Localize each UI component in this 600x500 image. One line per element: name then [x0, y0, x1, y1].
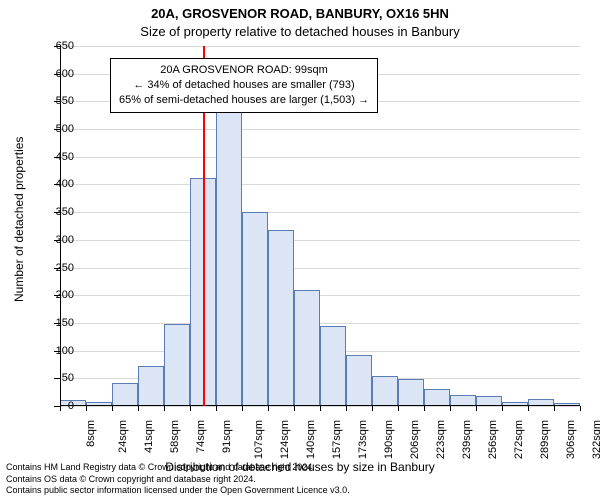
xtick-mark	[60, 406, 61, 411]
histogram-bar	[268, 230, 294, 406]
footer-line1: Contains HM Land Registry data © Crown c…	[6, 462, 350, 473]
xtick-label: 140sqm	[305, 420, 317, 459]
ytick-label: 50	[62, 372, 74, 384]
xtick-label: 206sqm	[409, 420, 421, 459]
histogram-bar	[424, 389, 450, 406]
xtick-label: 190sqm	[383, 420, 395, 459]
info-box-line-2: ← 34% of detached houses are smaller (79…	[119, 78, 369, 93]
info-box: 20A GROSVENOR ROAD: 99sqm← 34% of detach…	[110, 58, 378, 113]
xtick-label: 24sqm	[117, 420, 129, 453]
ytick-label: 450	[56, 151, 74, 163]
ytick-label: 600	[56, 68, 74, 80]
histogram-bar	[320, 326, 346, 406]
footer-attribution: Contains HM Land Registry data © Crown c…	[6, 462, 350, 496]
xtick-mark	[190, 406, 191, 411]
ytick-label: 400	[56, 178, 74, 190]
histogram-bar	[346, 355, 372, 406]
ytick-label: 100	[56, 345, 74, 357]
xtick-mark	[372, 406, 373, 411]
xtick-label: 41sqm	[143, 420, 155, 453]
xtick-mark	[294, 406, 295, 411]
y-axis-label: Number of detached properties	[12, 136, 26, 301]
histogram-bar	[164, 324, 190, 406]
chart-title-line2: Size of property relative to detached ho…	[0, 24, 600, 39]
grid-line	[60, 46, 580, 47]
ytick-label: 200	[56, 289, 74, 301]
xtick-mark	[528, 406, 529, 411]
grid-line	[60, 157, 580, 158]
histogram-bar	[242, 212, 268, 406]
grid-line	[60, 240, 580, 241]
xtick-mark	[138, 406, 139, 411]
xtick-label: 124sqm	[279, 420, 291, 459]
xtick-label: 157sqm	[331, 420, 343, 459]
ytick-label: 0	[68, 400, 74, 412]
xtick-mark	[580, 406, 581, 411]
grid-line	[60, 295, 580, 296]
xtick-label: 256sqm	[487, 420, 499, 459]
xtick-mark	[242, 406, 243, 411]
xtick-mark	[268, 406, 269, 411]
xtick-mark	[86, 406, 87, 411]
grid-line	[60, 212, 580, 213]
histogram-bar	[216, 112, 242, 406]
xtick-mark	[164, 406, 165, 411]
xtick-mark	[398, 406, 399, 411]
footer-line3: Contains public sector information licen…	[6, 485, 350, 496]
xtick-mark	[554, 406, 555, 411]
ytick-label: 300	[56, 234, 74, 246]
histogram-bar	[112, 383, 138, 406]
xtick-label: 289sqm	[539, 420, 551, 459]
ytick-label: 350	[56, 206, 74, 218]
xtick-label: 8sqm	[85, 420, 97, 447]
grid-line	[60, 268, 580, 269]
xtick-label: 58sqm	[169, 420, 181, 453]
xtick-label: 306sqm	[565, 420, 577, 459]
grid-line	[60, 129, 580, 130]
xtick-label: 223sqm	[435, 420, 447, 459]
histogram-bar	[138, 366, 164, 406]
xtick-mark	[450, 406, 451, 411]
plot-area: 20A GROSVENOR ROAD: 99sqm← 34% of detach…	[60, 46, 580, 406]
ytick-label: 650	[56, 40, 74, 52]
xtick-mark	[476, 406, 477, 411]
xtick-label: 107sqm	[253, 420, 265, 459]
info-box-line-3: 65% of semi-detached houses are larger (…	[119, 93, 369, 108]
histogram-bar	[398, 379, 424, 406]
ytick-label: 550	[56, 95, 74, 107]
xtick-label: 322sqm	[591, 420, 600, 459]
xtick-label: 272sqm	[513, 420, 525, 459]
xtick-mark	[320, 406, 321, 411]
ytick-label: 150	[56, 317, 74, 329]
chart-container: 20A, GROSVENOR ROAD, BANBURY, OX16 5HN S…	[0, 0, 600, 500]
info-box-line-1: 20A GROSVENOR ROAD: 99sqm	[119, 63, 369, 78]
xtick-label: 74sqm	[195, 420, 207, 453]
histogram-bar	[294, 290, 320, 406]
xtick-label: 173sqm	[357, 420, 369, 459]
ytick-label: 250	[56, 262, 74, 274]
histogram-bar	[372, 376, 398, 406]
ytick-label: 500	[56, 123, 74, 135]
xtick-mark	[502, 406, 503, 411]
xtick-mark	[424, 406, 425, 411]
grid-line	[60, 184, 580, 185]
xtick-mark	[216, 406, 217, 411]
chart-title-line1: 20A, GROSVENOR ROAD, BANBURY, OX16 5HN	[0, 6, 600, 21]
grid-line	[60, 323, 580, 324]
xtick-label: 91sqm	[221, 420, 233, 453]
xtick-mark	[346, 406, 347, 411]
footer-line2: Contains OS data © Crown copyright and d…	[6, 474, 350, 485]
xtick-label: 239sqm	[461, 420, 473, 459]
xtick-mark	[112, 406, 113, 411]
